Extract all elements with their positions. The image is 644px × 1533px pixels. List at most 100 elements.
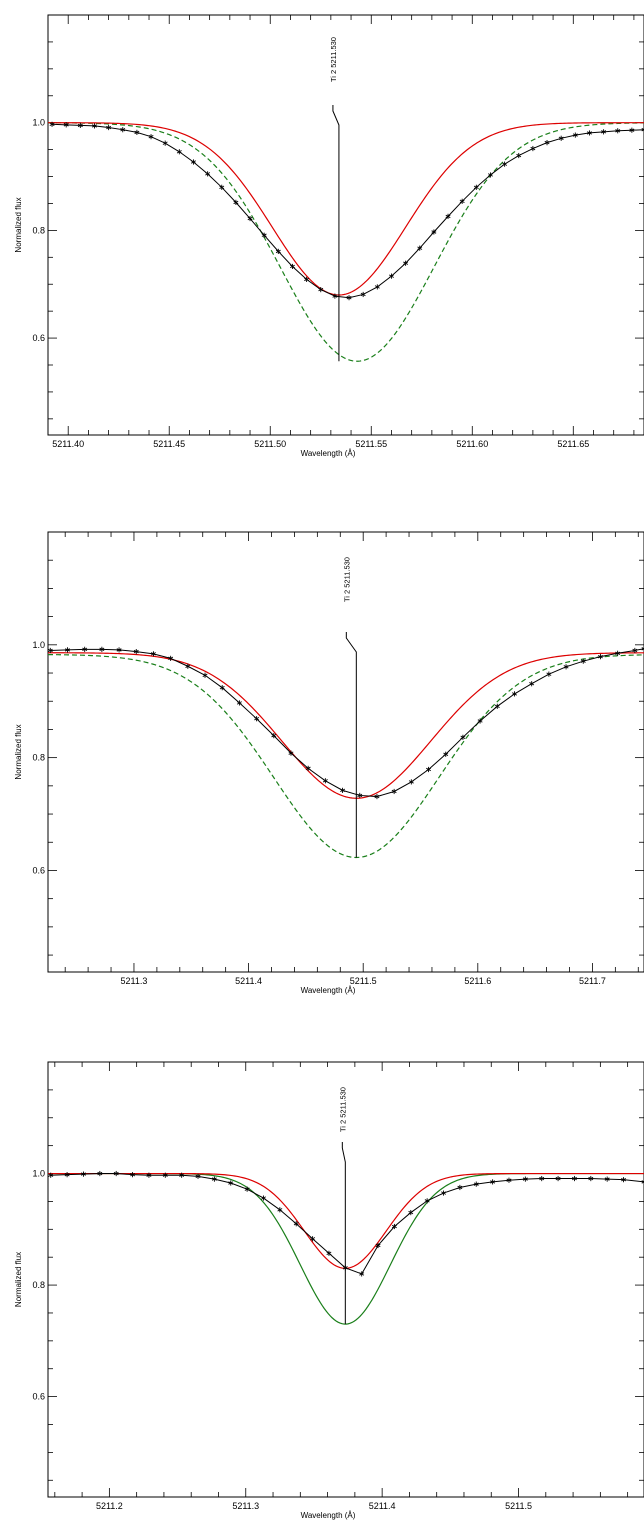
y-tick-label: 1.0 <box>32 640 45 650</box>
observed-point <box>91 123 97 129</box>
observed-point <box>571 1175 577 1182</box>
observed-point <box>211 1176 217 1182</box>
y-axis-title: Normalized flux <box>14 724 23 779</box>
model-fit-line <box>48 1172 644 1269</box>
observed-point <box>629 127 635 133</box>
observed-point <box>473 1181 479 1187</box>
observed-point <box>621 1177 627 1183</box>
observed-point <box>82 646 88 652</box>
observed-point <box>219 184 225 190</box>
plot-frame <box>47 14 644 436</box>
observed-point <box>516 152 522 159</box>
x-axis-title: Wavelength (Å) <box>301 449 356 458</box>
x-tick-label: 5211.3 <box>232 1501 259 1511</box>
x-tick-label: 5211.55 <box>355 439 387 449</box>
x-tick-label: 5211.4 <box>369 1501 396 1511</box>
y-tick-label: 1.0 <box>32 1169 45 1179</box>
x-tick-label: 5211.5 <box>350 976 377 986</box>
x-tick-label: 5211.5 <box>505 1501 532 1511</box>
observed-point <box>360 291 366 298</box>
x-tick-label: 5211.4 <box>235 976 262 986</box>
x-axis-title: Wavelength (Å) <box>301 1511 356 1520</box>
spectrum-panel-3: 5211.2 5211.3 5211.4 5211.5 0.6 0.8 1.0 Wavelen… <box>14 1061 644 1520</box>
observed-point <box>408 1209 414 1216</box>
observed-point <box>506 1177 512 1183</box>
x-tick-label: 5211.2 <box>96 1501 123 1511</box>
observed-point <box>604 1176 610 1182</box>
model-fit-line <box>48 652 644 799</box>
observed-point <box>236 700 242 706</box>
x-tick-label: 5211.3 <box>121 976 148 986</box>
observed-point <box>346 295 352 301</box>
observed-point <box>162 1172 168 1178</box>
observed-point <box>529 681 535 687</box>
observed-point <box>106 124 112 131</box>
plot-frame <box>47 1061 644 1498</box>
observed-spectrum-line <box>50 1173 644 1275</box>
observed-point <box>408 779 414 785</box>
observed-point <box>133 648 139 655</box>
observed-point <box>322 778 328 784</box>
observed-point <box>77 122 83 128</box>
line-id-marker <box>345 632 357 858</box>
observed-point <box>588 1175 594 1182</box>
observed-point <box>185 663 191 669</box>
observed-point <box>247 215 253 222</box>
x-tick-label: 5211.60 <box>456 439 488 449</box>
observed-point <box>391 788 397 795</box>
observed-point <box>490 1179 496 1185</box>
observed-point <box>49 121 55 127</box>
observed-point <box>601 129 607 135</box>
observed-point <box>512 691 517 697</box>
y-tick-label: 0.6 <box>32 333 45 343</box>
observed-point <box>641 646 644 652</box>
observed-point <box>190 159 196 165</box>
observed-point <box>477 718 483 724</box>
observed-point <box>271 733 277 739</box>
observed-point <box>357 792 363 799</box>
observed-point <box>374 793 380 800</box>
observed-point <box>150 651 156 657</box>
observed-point <box>148 134 154 140</box>
model-fit-line <box>48 122 644 296</box>
observed-point <box>460 734 466 740</box>
observed-point <box>63 122 69 128</box>
observed-point <box>332 293 338 299</box>
plot-frame <box>47 531 644 973</box>
observed-point <box>555 1175 561 1182</box>
y-axis-title: Normalized flux <box>14 1252 23 1307</box>
observed-point <box>615 650 621 656</box>
observed-point <box>431 229 437 235</box>
observed-point <box>228 1180 234 1186</box>
line-id-marker <box>341 1142 346 1325</box>
observed-point <box>47 647 53 654</box>
observed-point <box>374 284 380 290</box>
line-id-label: Ti 2 5211.530 <box>329 37 338 82</box>
x-tick-label: 5211.7 <box>579 976 606 986</box>
spectrum-panel-1: 5211.40 5211.45 5211.50 5211.55 5211.60 5211.… <box>14 14 644 458</box>
observed-point <box>244 1186 250 1192</box>
observed-point <box>97 1170 103 1177</box>
observed-point <box>120 127 126 133</box>
observed-point <box>288 750 294 756</box>
observed-point <box>326 1250 332 1256</box>
x-tick-label: 5211.65 <box>557 439 589 449</box>
observed-point <box>219 685 225 691</box>
observed-point <box>318 287 324 293</box>
observed-point <box>388 273 394 279</box>
observed-point <box>615 128 621 134</box>
y-tick-label: 0.6 <box>32 1392 45 1402</box>
observed-point <box>340 787 346 793</box>
x-tick-label: 5211.40 <box>52 439 84 449</box>
observed-point <box>494 703 500 709</box>
observed-point <box>445 213 451 219</box>
observed-point <box>179 1172 185 1178</box>
observed-point <box>530 145 536 152</box>
observed-point <box>558 135 564 141</box>
observed-point <box>310 1236 316 1242</box>
alternate-model-line <box>48 654 644 859</box>
observed-point <box>443 751 449 757</box>
observed-point <box>99 646 105 652</box>
observed-point <box>632 647 638 654</box>
observed-point <box>202 672 208 678</box>
